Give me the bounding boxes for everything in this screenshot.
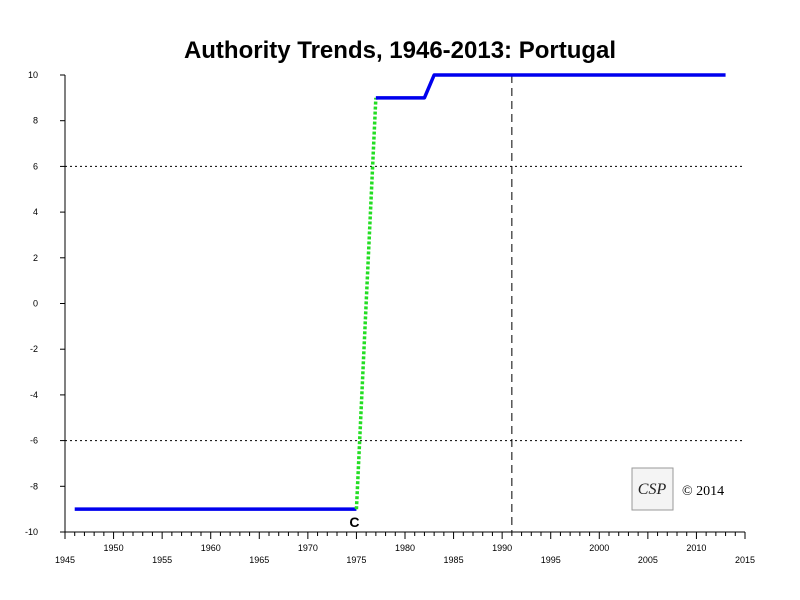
y-tick-label: 10 <box>28 70 38 80</box>
transition-line-1 <box>354 97 378 510</box>
y-tick-label: -2 <box>30 344 38 354</box>
y-tick-label: 0 <box>33 299 38 309</box>
copyright-text: © 2014 <box>682 484 724 499</box>
x-tick-label: 1975 <box>346 555 366 565</box>
x-tick-label: 2000 <box>589 543 609 553</box>
x-tick-label: 1985 <box>444 555 464 565</box>
x-tick-label: 1960 <box>201 543 221 553</box>
series-line-2 <box>375 73 726 100</box>
y-tick-label: -4 <box>30 390 38 400</box>
x-tick-label: 2005 <box>638 555 658 565</box>
x-tick-label: 1995 <box>541 555 561 565</box>
y-tick-label: -6 <box>30 436 38 446</box>
x-tick-label: 1980 <box>395 543 415 553</box>
y-tick-label: 4 <box>33 207 38 217</box>
x-tick-label: 1950 <box>104 543 124 553</box>
csp-logo: CSP <box>631 467 674 511</box>
y-tick-label: 6 <box>33 161 38 171</box>
x-tick-label: 1990 <box>492 543 512 553</box>
x-tick-label: 1970 <box>298 543 318 553</box>
y-tick-label: 8 <box>33 116 38 126</box>
axes: -10 -8 -6 -4 -2 0 2 4 6 8 10 1945 1950 1955 1960 1965 19… <box>25 70 755 565</box>
x-tick-label: 1955 <box>152 555 172 565</box>
y-tick-label: 2 <box>33 253 38 263</box>
x-tick-label: 1945 <box>55 555 75 565</box>
y-tick-label: -8 <box>30 481 38 491</box>
y-tick-label: -10 <box>25 527 38 537</box>
chart-title: Authority Trends, 1946-2013: Portugal <box>184 37 616 64</box>
logo-text: CSP <box>638 481 667 498</box>
annotations: C <box>349 514 359 530</box>
x-tick-label: 2010 <box>686 543 706 553</box>
series-layer <box>74 73 726 511</box>
x-tick-label: 2015 <box>735 555 755 565</box>
annotation-label: C <box>349 514 359 530</box>
x-tick-label: 1965 <box>249 555 269 565</box>
reference-lines <box>65 75 745 532</box>
